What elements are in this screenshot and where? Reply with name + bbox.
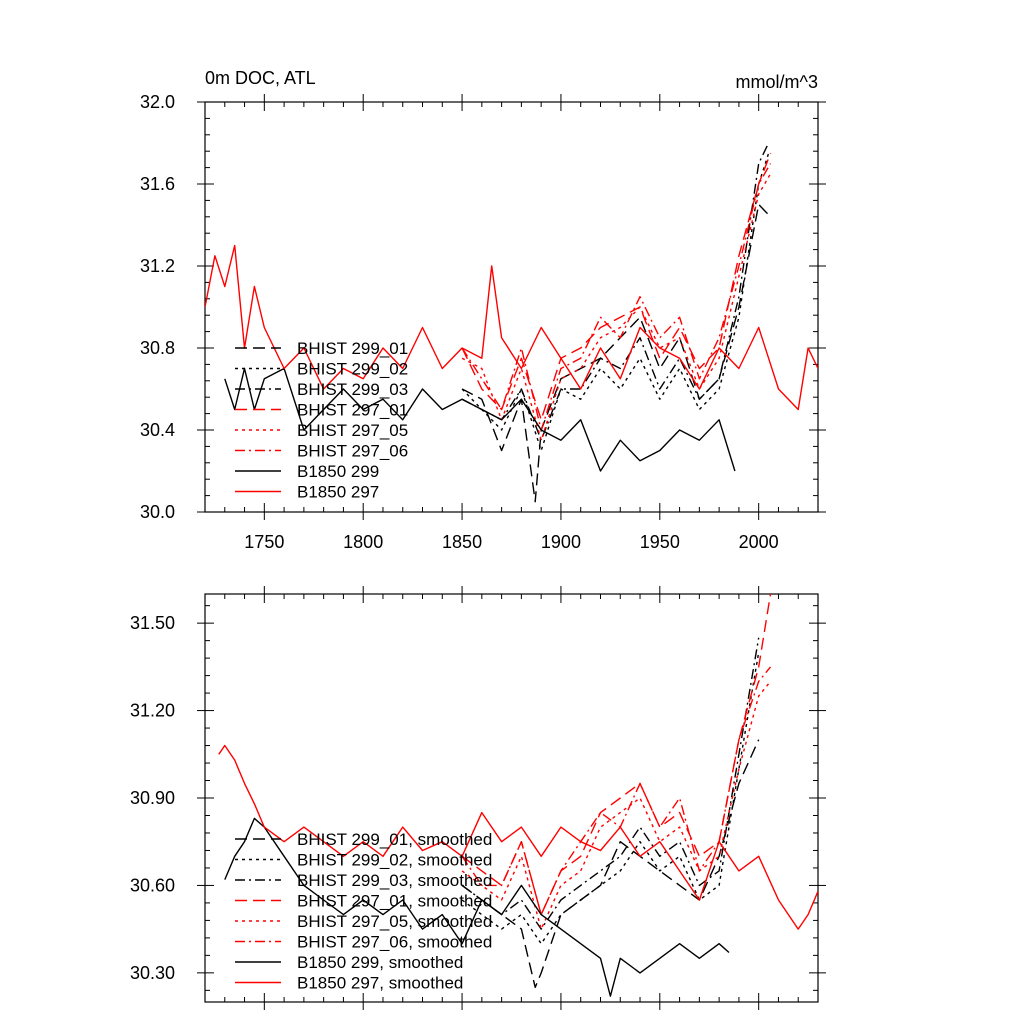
series-line bbox=[461, 637, 760, 930]
y-tick-label: 30.90 bbox=[130, 788, 175, 808]
series-line bbox=[461, 203, 770, 503]
legend-label: BHIST 297_01 bbox=[297, 401, 408, 420]
legend-label: BHIST 299_03, smoothed bbox=[297, 871, 492, 890]
legend-label: BHIST 299_01 bbox=[297, 339, 408, 358]
series-line bbox=[461, 153, 772, 421]
y-tick-label: 30.30 bbox=[130, 963, 175, 983]
y-tick-label: 32.0 bbox=[140, 92, 175, 112]
series-line bbox=[205, 244, 818, 411]
legend-label: B1850 299, smoothed bbox=[297, 953, 463, 972]
series-line bbox=[461, 652, 760, 945]
series-line bbox=[461, 739, 760, 989]
y-tick-label: 31.50 bbox=[130, 613, 175, 633]
y-tick-label: 30.60 bbox=[130, 875, 175, 895]
legend-label: BHIST 297_05, smoothed bbox=[297, 912, 492, 931]
bottom-panel: 30.30 30.60 30.90 31.20 31.50 BHIST 299_01, s… bbox=[130, 586, 826, 1010]
y-tick-label: 30.8 bbox=[140, 338, 175, 358]
top-panel: 1750 1800 1850 1900 1950 2000 30.0 30.4 30.8 31.2… bbox=[140, 68, 826, 552]
chart-units: mmol/m^3 bbox=[736, 72, 818, 92]
legend-label: BHIST 299_02 bbox=[297, 360, 408, 379]
series-line bbox=[224, 367, 736, 472]
legend-label: BHIST 297_05 bbox=[297, 421, 408, 440]
chart-title: 0m DOC, ATL bbox=[205, 68, 316, 88]
series-line bbox=[461, 666, 772, 916]
legend-label: BHIST 297_06 bbox=[297, 442, 408, 461]
legend-label: B1850 299 bbox=[297, 462, 379, 481]
legend-label: BHIST 299_02, smoothed bbox=[297, 851, 492, 870]
y-tick-label: 31.20 bbox=[130, 701, 175, 721]
series-line bbox=[461, 153, 770, 452]
x-tick-label: 1750 bbox=[244, 532, 284, 552]
series-line bbox=[218, 744, 818, 930]
legend-label: BHIST 297_01, smoothed bbox=[297, 892, 492, 911]
series-line bbox=[461, 173, 772, 441]
legend-label: BHIST 299_03 bbox=[297, 380, 408, 399]
x-tick-label: 1800 bbox=[343, 532, 383, 552]
legend-label: BHIST 299_01, smoothed bbox=[297, 830, 492, 849]
legend-label: BHIST 297_06, smoothed bbox=[297, 933, 492, 952]
x-tick-label: 1950 bbox=[640, 532, 680, 552]
y-tick-label: 31.6 bbox=[140, 174, 175, 194]
y-tick-label: 30.4 bbox=[140, 420, 175, 440]
legend-label: B1850 297, smoothed bbox=[297, 974, 463, 993]
series-line bbox=[461, 142, 770, 441]
series-line bbox=[461, 594, 772, 916]
y-tick-label: 31.2 bbox=[140, 256, 175, 276]
series-line bbox=[461, 163, 772, 431]
series-line bbox=[224, 817, 730, 997]
series-group bbox=[205, 142, 818, 503]
x-tick-label: 2000 bbox=[739, 532, 779, 552]
series-group bbox=[218, 594, 818, 997]
x-tick-label: 1850 bbox=[442, 532, 482, 552]
y-tick-label: 30.0 bbox=[140, 502, 175, 522]
x-tick-label: 1900 bbox=[541, 532, 581, 552]
legend-label: B1850 297 bbox=[297, 483, 379, 502]
series-line bbox=[461, 680, 772, 930]
